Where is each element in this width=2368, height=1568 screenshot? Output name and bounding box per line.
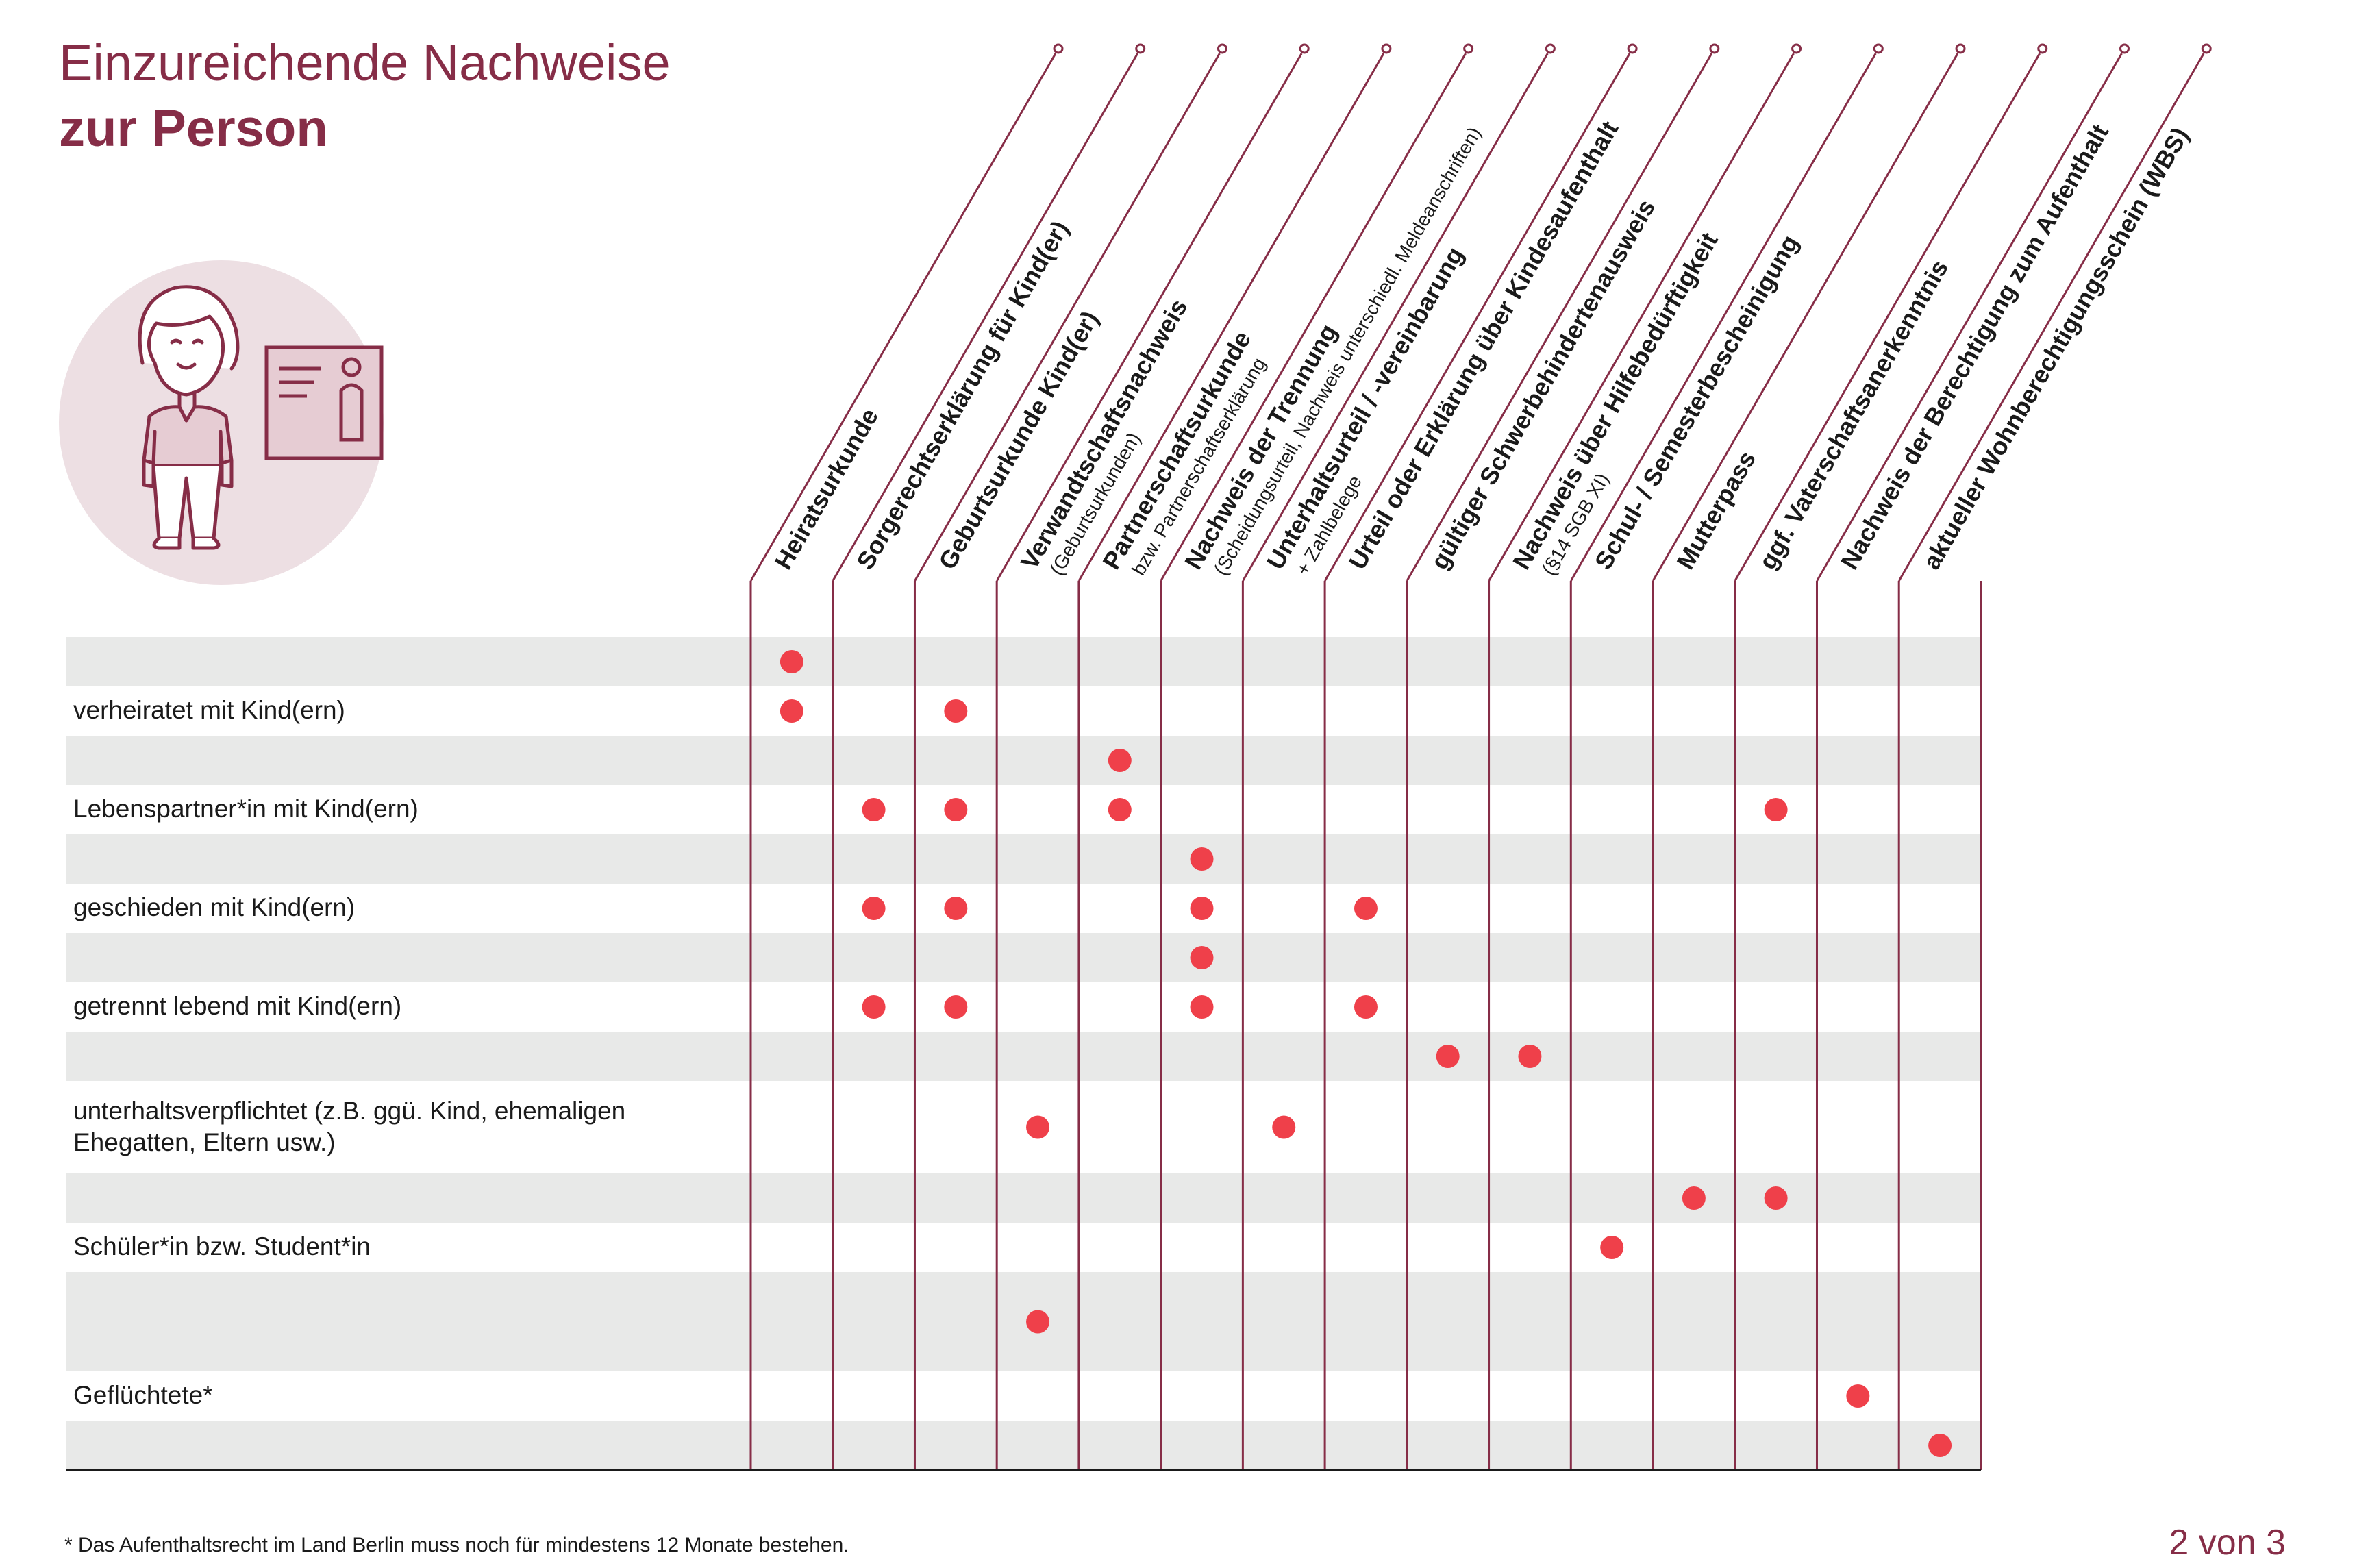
check-dot-icon xyxy=(1600,1236,1624,1259)
check-dot-icon xyxy=(944,995,968,1019)
column-header-end-marker xyxy=(1791,43,1802,54)
column-header-end-marker xyxy=(1463,43,1474,54)
check-dot-icon xyxy=(1764,1186,1788,1210)
column-header-end-marker xyxy=(2037,43,2048,54)
check-dot-icon xyxy=(780,650,803,673)
column-header-label: Mutterpass xyxy=(1671,446,1761,574)
check-dot-icon xyxy=(1518,1045,1542,1068)
check-dot-icon xyxy=(1354,995,1378,1019)
column-header-line xyxy=(995,53,1303,582)
column-header-line xyxy=(1652,53,1959,582)
column-header-line xyxy=(1406,53,1713,582)
column-header-line xyxy=(1897,53,2205,582)
column-header-line xyxy=(1160,53,1467,582)
column-header-end-marker xyxy=(1545,43,1556,54)
column-header-line xyxy=(1077,53,1385,582)
check-dot-icon xyxy=(1026,1115,1050,1139)
row-label: verheiratet mit Kind(ern) xyxy=(73,696,345,724)
check-dot-icon xyxy=(1354,897,1378,920)
row-stripe xyxy=(66,1173,1981,1223)
check-dot-icon xyxy=(1108,749,1132,772)
column-header-line xyxy=(1570,53,1877,582)
row-stripe xyxy=(66,736,1981,785)
column-header-end-marker xyxy=(2119,43,2130,54)
page-title: Einzureichende Nachweise xyxy=(59,34,671,91)
column-header-line xyxy=(1488,53,1795,582)
check-dot-icon xyxy=(1682,1186,1706,1210)
column-header-line xyxy=(1323,53,1631,582)
column-header-line xyxy=(1734,53,2041,582)
row-label: Lebenspartner*in mit Kind(ern) xyxy=(73,795,419,823)
check-dot-icon xyxy=(1928,1434,1952,1457)
check-dot-icon xyxy=(944,699,968,723)
row-stripe xyxy=(66,834,1981,884)
column-header-line xyxy=(749,53,1057,582)
check-dot-icon xyxy=(1846,1384,1870,1408)
column-header-end-marker xyxy=(1053,43,1064,54)
check-dot-icon xyxy=(944,798,968,821)
row-label: geschieden mit Kind(ern) xyxy=(73,893,356,921)
check-dot-icon xyxy=(1108,798,1132,821)
row-label: Schüler*in bzw. Student*in xyxy=(73,1232,371,1260)
check-dot-icon xyxy=(1190,946,1214,969)
check-dot-icon xyxy=(1026,1310,1050,1334)
column-header-end-marker xyxy=(1709,43,1720,54)
check-dot-icon xyxy=(1436,1045,1460,1068)
page-subtitle: zur Person xyxy=(59,99,328,158)
row-stripe xyxy=(66,1272,1981,1371)
column-header-end-marker xyxy=(2201,43,2212,54)
row-stripe xyxy=(66,933,1981,982)
page-indicator: 2 von 3 xyxy=(2169,1523,2286,1563)
row-stripe xyxy=(66,1032,1981,1081)
column-header-end-marker xyxy=(1135,43,1146,54)
check-dot-icon xyxy=(780,699,803,723)
check-dot-icon xyxy=(944,897,968,920)
check-dot-icon xyxy=(1190,847,1214,871)
column-header-end-marker xyxy=(1955,43,1966,54)
check-dot-icon xyxy=(1190,897,1214,920)
row-label: getrennt lebend mit Kind(ern) xyxy=(73,992,402,1020)
row-label: unterhaltsverpflichtet (z.B. ggü. Kind, … xyxy=(73,1096,626,1125)
check-dot-icon xyxy=(1272,1115,1296,1139)
column-header-end-marker xyxy=(1873,43,1884,54)
footnote: * Das Aufenthaltsrecht im Land Berlin mu… xyxy=(64,1534,849,1556)
column-header-end-marker xyxy=(1381,43,1392,54)
id-card-icon xyxy=(264,345,384,460)
column-header-line xyxy=(1242,53,1549,582)
check-dot-icon xyxy=(862,897,886,920)
person-illustration xyxy=(59,260,384,585)
column-header-end-marker xyxy=(1299,43,1310,54)
check-dot-icon xyxy=(862,995,886,1019)
row-label: Geflüchtete* xyxy=(73,1381,213,1409)
column-header-end-marker xyxy=(1627,43,1638,54)
column-header-line xyxy=(1816,53,2123,582)
column-header-line xyxy=(914,53,1221,582)
row-label: Ehegatten, Eltern usw.) xyxy=(73,1128,336,1156)
check-dot-icon xyxy=(1190,995,1214,1019)
row-stripe xyxy=(66,1421,1981,1470)
column-header-end-marker xyxy=(1217,43,1227,54)
column-header-line xyxy=(832,53,1139,582)
row-stripe xyxy=(66,637,1981,686)
check-dot-icon xyxy=(862,798,886,821)
check-dot-icon xyxy=(1764,798,1788,821)
